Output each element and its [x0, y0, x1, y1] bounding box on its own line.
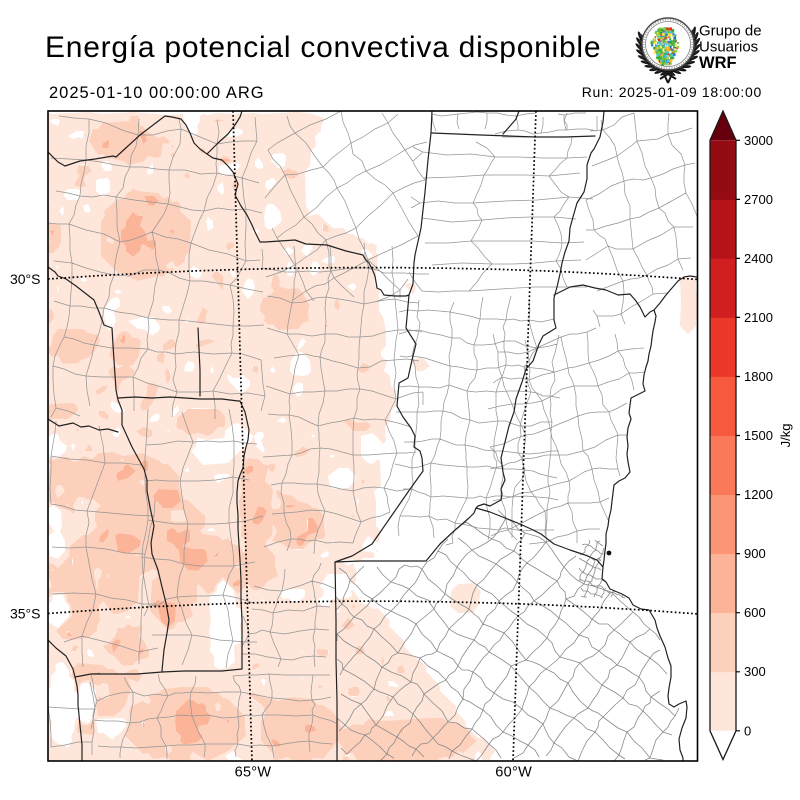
svg-text:Grupo de: Grupo de: [699, 23, 762, 40]
svg-text:Energía potencial convectiva d: Energía potencial convectiva disponible: [45, 31, 601, 64]
svg-text:600: 600: [744, 605, 766, 620]
svg-text:65°W: 65°W: [235, 765, 272, 781]
svg-text:1800: 1800: [744, 369, 773, 384]
svg-text:30°S: 30°S: [10, 271, 41, 287]
svg-text:35°S: 35°S: [10, 606, 41, 622]
svg-text:Usuarios: Usuarios: [699, 39, 758, 56]
svg-text:3000: 3000: [744, 133, 773, 148]
svg-text:2100: 2100: [744, 310, 773, 325]
svg-text:300: 300: [744, 664, 766, 679]
svg-text:0: 0: [744, 723, 751, 738]
svg-text:WRF: WRF: [699, 54, 737, 72]
svg-text:Run: 2025-01-09 18:00:00: Run: 2025-01-09 18:00:00: [582, 84, 762, 100]
svg-text:J/kg: J/kg: [778, 424, 793, 448]
svg-text:2700: 2700: [744, 192, 773, 207]
svg-text:60°W: 60°W: [495, 765, 532, 781]
svg-text:2025-01-10 00:00:00 ARG: 2025-01-10 00:00:00 ARG: [49, 84, 265, 102]
svg-text:1200: 1200: [744, 487, 773, 502]
svg-text:1500: 1500: [744, 428, 773, 443]
svg-text:2400: 2400: [744, 251, 773, 266]
svg-text:900: 900: [744, 546, 766, 561]
